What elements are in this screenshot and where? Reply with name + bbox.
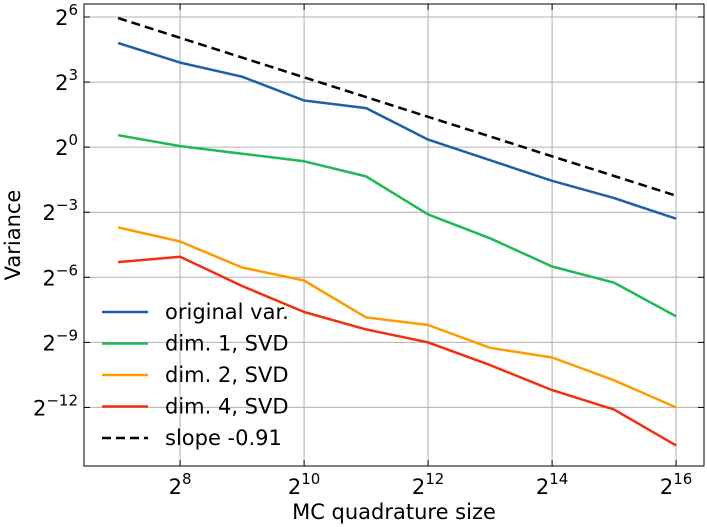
series-line-slope-0-91 bbox=[117, 16, 677, 197]
y-tick-label: 20 bbox=[55, 131, 78, 160]
series-line-dim-2-svd bbox=[117, 226, 677, 409]
x-tick-exp: 16 bbox=[673, 470, 692, 488]
series-line-dim-1-svd bbox=[117, 133, 677, 318]
x-tick-base: 2 bbox=[660, 475, 673, 499]
series-line-dim-4-svd bbox=[117, 255, 677, 447]
y-tick-exp: −3 bbox=[56, 196, 78, 214]
y-tick-label: 23 bbox=[55, 66, 78, 95]
y-tick-label: 2−12 bbox=[33, 391, 78, 420]
y-tick-base: 2 bbox=[55, 136, 68, 160]
x-tick-label: 216 bbox=[660, 470, 692, 499]
y-tick-exp: −6 bbox=[56, 261, 78, 279]
x-tick-exp: 10 bbox=[301, 470, 320, 488]
x-tick-base: 2 bbox=[288, 475, 301, 499]
plot-frame bbox=[83, 3, 705, 467]
legend-label: slope -0.91 bbox=[165, 426, 282, 450]
x-tick-base: 2 bbox=[412, 475, 425, 499]
ticks bbox=[84, 4, 704, 466]
x-tick-label: 212 bbox=[412, 470, 444, 499]
y-tick-base: 2 bbox=[43, 331, 56, 355]
y-tick-base: 2 bbox=[33, 396, 46, 420]
y-tick-exp: −12 bbox=[46, 391, 78, 409]
y-tick-exp: 3 bbox=[68, 66, 78, 84]
y-tick-base: 2 bbox=[55, 6, 68, 30]
x-tick-exp: 8 bbox=[182, 470, 192, 488]
plot-lines bbox=[117, 16, 677, 447]
legend: original var. dim. 1, SVD dim. 2, SVD dim. … bbox=[102, 300, 289, 450]
x-tick-label: 214 bbox=[536, 470, 568, 499]
legend-label: dim. 2, SVD bbox=[165, 363, 289, 387]
y-tick-base: 2 bbox=[43, 266, 56, 290]
legend-label: dim. 1, SVD bbox=[165, 332, 289, 356]
x-axis-label: MC quadrature size bbox=[292, 500, 496, 524]
y-axis-label: Variance bbox=[1, 190, 25, 281]
x-tick-label: 210 bbox=[288, 470, 320, 499]
legend-label: dim. 4, SVD bbox=[165, 395, 289, 419]
series-line-original-var bbox=[117, 41, 677, 220]
y-tick-label: 26 bbox=[55, 1, 78, 30]
y-tick-label: 2−3 bbox=[43, 196, 79, 225]
x-tick-base: 2 bbox=[169, 475, 182, 499]
x-tick-base: 2 bbox=[536, 475, 549, 499]
y-tick-exp: 0 bbox=[68, 131, 78, 149]
y-tick-label: 2−9 bbox=[43, 326, 79, 355]
x-tick-label: 28 bbox=[169, 470, 192, 499]
y-tick-base: 2 bbox=[43, 201, 56, 225]
grid bbox=[84, 4, 704, 466]
x-tick-exp: 12 bbox=[425, 470, 444, 488]
y-tick-label: 2−6 bbox=[43, 261, 79, 290]
legend-label: original var. bbox=[165, 300, 289, 324]
x-tick-exp: 14 bbox=[549, 470, 568, 488]
y-tick-exp: −9 bbox=[56, 326, 78, 344]
y-tick-base: 2 bbox=[55, 71, 68, 95]
y-tick-exp: 6 bbox=[68, 1, 78, 19]
